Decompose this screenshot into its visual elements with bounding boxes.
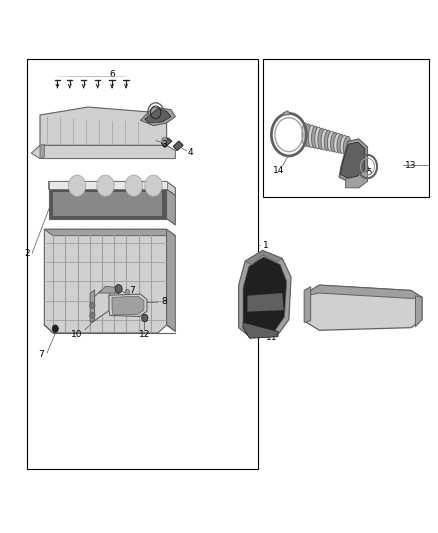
Polygon shape [247,293,284,312]
Polygon shape [243,257,287,333]
Polygon shape [340,142,365,178]
Polygon shape [49,181,166,189]
Polygon shape [239,251,291,337]
Text: 8: 8 [162,296,167,305]
Text: 2: 2 [24,249,30,258]
Text: 13: 13 [405,161,417,170]
Polygon shape [141,107,175,126]
Polygon shape [40,107,166,146]
Polygon shape [31,146,175,159]
Polygon shape [306,285,422,298]
Circle shape [90,312,95,319]
Polygon shape [109,294,147,317]
Ellipse shape [327,131,335,151]
Polygon shape [53,192,162,216]
Polygon shape [416,296,422,327]
Ellipse shape [321,129,328,150]
Circle shape [52,325,58,333]
Polygon shape [40,144,44,159]
Text: 11: 11 [265,333,277,342]
Text: 9: 9 [371,288,377,297]
Polygon shape [161,138,172,148]
Polygon shape [304,287,311,322]
Polygon shape [49,189,166,219]
Text: 1: 1 [263,241,269,250]
Polygon shape [283,111,290,115]
Ellipse shape [302,123,309,147]
Polygon shape [49,181,175,195]
Polygon shape [339,139,367,181]
Ellipse shape [334,133,341,152]
Text: 15: 15 [362,168,373,177]
Ellipse shape [340,135,347,154]
Ellipse shape [305,124,312,147]
Polygon shape [243,322,278,338]
Bar [27,59,258,469]
Circle shape [97,175,114,196]
Ellipse shape [331,132,338,152]
Bar [263,59,428,197]
Ellipse shape [308,125,315,148]
Ellipse shape [314,127,322,149]
Polygon shape [306,285,422,330]
Text: 12: 12 [139,329,151,338]
Polygon shape [173,141,183,151]
Polygon shape [245,251,283,265]
Text: 6: 6 [109,70,115,78]
Circle shape [90,302,95,309]
Polygon shape [92,290,110,322]
Ellipse shape [343,136,350,154]
Polygon shape [44,229,166,333]
Ellipse shape [318,128,325,149]
Text: 7: 7 [38,350,44,359]
Polygon shape [166,189,175,225]
Circle shape [68,175,86,196]
Ellipse shape [324,130,332,151]
Polygon shape [145,109,171,123]
Polygon shape [99,286,120,293]
Polygon shape [166,229,175,332]
Circle shape [162,138,167,144]
Text: 4: 4 [188,148,194,157]
Text: 14: 14 [273,166,284,175]
Circle shape [145,175,162,196]
Ellipse shape [311,126,318,148]
Circle shape [125,175,143,196]
Polygon shape [346,171,367,188]
Ellipse shape [337,134,344,153]
Text: 7: 7 [129,286,134,295]
Polygon shape [112,296,144,314]
Text: 3: 3 [162,140,167,149]
Circle shape [142,314,148,322]
Circle shape [115,285,122,293]
Text: 10: 10 [71,329,83,338]
Polygon shape [44,229,175,236]
Polygon shape [90,290,95,322]
Circle shape [125,289,130,295]
